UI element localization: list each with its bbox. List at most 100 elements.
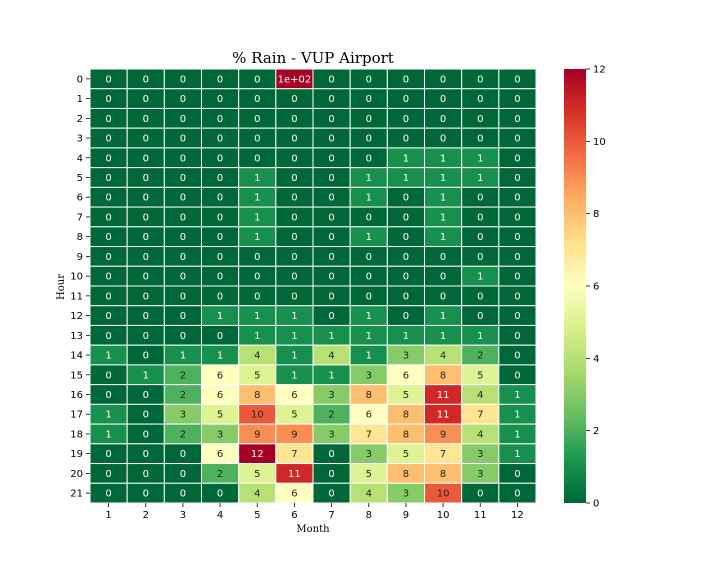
cell-value-label: 4 [366, 489, 372, 500]
cell-value-label: 0 [217, 331, 223, 342]
cell-value-label: 0 [105, 489, 111, 500]
y-tick-label: 6 [77, 193, 83, 204]
cell-value-label: 0 [328, 469, 334, 480]
cell-value-label: 0 [180, 74, 186, 85]
cell-value-label: 11 [288, 469, 301, 480]
cell-value-label: 0 [477, 94, 483, 105]
cell-value-label: 1 [291, 351, 297, 362]
cell-value-label: 0 [514, 469, 520, 480]
cell-value-label: 0 [105, 449, 111, 460]
colorbar-tick-label: 2 [593, 426, 599, 437]
y-tick-label: 13 [70, 331, 83, 342]
cell-value-label: 0 [403, 272, 409, 283]
cell-value-label: 0 [291, 173, 297, 184]
y-tick-label: 8 [77, 232, 83, 243]
cell-value-label: 0 [477, 212, 483, 223]
y-tick-label: 0 [77, 74, 83, 85]
cell-value-label: 0 [180, 173, 186, 184]
cell-value-label: 0 [105, 74, 111, 85]
cell-value-label: 5 [254, 370, 260, 381]
cell-value-label: 0 [217, 173, 223, 184]
x-tick-label: 7 [328, 510, 334, 521]
cell-value-label: 0 [514, 489, 520, 500]
cell-value-label: 0 [180, 449, 186, 460]
cell-value-label: 0 [366, 252, 372, 263]
cell-value-label: 0 [514, 351, 520, 362]
y-axis-label: Hour [56, 274, 67, 300]
cell-value-label: 0 [514, 311, 520, 322]
cell-value-label: 6 [291, 390, 297, 401]
cell-value-label: 4 [254, 351, 260, 362]
cell-value-label: 0 [217, 232, 223, 243]
y-tick-label: 12 [70, 311, 83, 322]
cell-value-label: 4 [328, 351, 334, 362]
x-tick-label: 11 [474, 510, 487, 521]
cell-value-label: 0 [143, 449, 149, 460]
cell-value-label: 0 [143, 173, 149, 184]
cell-value-label: 9 [254, 429, 260, 440]
cell-value-label: 5 [217, 410, 223, 421]
cell-value-label: 0 [180, 212, 186, 223]
cell-value-label: 0 [403, 232, 409, 243]
cell-value-label: 0 [366, 74, 372, 85]
y-tick-label: 7 [77, 212, 83, 223]
cell-value-label: 0 [217, 272, 223, 283]
y-tick-label: 4 [77, 153, 83, 164]
y-tick-label: 16 [70, 390, 83, 401]
cell-value-label: 10 [251, 410, 264, 421]
cell-value-label: 0 [514, 291, 520, 302]
cell-value-label: 7 [366, 429, 372, 440]
cell-value-label: 0 [403, 74, 409, 85]
cell-value-label: 4 [477, 390, 483, 401]
cell-value-label: 3 [366, 370, 372, 381]
cell-value-label: 0 [403, 193, 409, 204]
cell-value-label: 0 [254, 74, 260, 85]
cell-value-label: 0 [403, 134, 409, 145]
cell-value-label: 0 [328, 114, 334, 125]
cell-value-label: 0 [403, 311, 409, 322]
cell-value-label: 0 [514, 370, 520, 381]
cell-value-label: 1 [366, 193, 372, 204]
cell-value-label: 7 [440, 449, 446, 460]
cell-value-label: 0 [366, 272, 372, 283]
cell-value-label: 0 [217, 212, 223, 223]
cell-value-label: 0 [217, 74, 223, 85]
cell-value-label: 0 [180, 291, 186, 302]
cell-value-label: 0 [180, 94, 186, 105]
cell-value-label: 0 [217, 193, 223, 204]
cell-value-label: 1 [366, 173, 372, 184]
cell-value-label: 0 [180, 134, 186, 145]
cell-value-label: 0 [254, 252, 260, 263]
cell-value-label: 1 [366, 232, 372, 243]
cell-value-label: 0 [514, 272, 520, 283]
cell-value-label: 3 [328, 390, 334, 401]
cell-value-label: 0 [143, 351, 149, 362]
y-tick-label: 15 [70, 370, 83, 381]
cell-value-label: 2 [180, 390, 186, 401]
cell-value-label: 0 [217, 153, 223, 164]
cell-value-label: 1 [440, 232, 446, 243]
y-tick-label: 2 [77, 114, 83, 125]
cell-value-label: 0 [291, 193, 297, 204]
cell-value-label: 3 [180, 410, 186, 421]
cell-value-label: 0 [105, 370, 111, 381]
cell-value-label: 0 [514, 134, 520, 145]
colorbar-tick-label: 6 [593, 282, 599, 293]
y-tick-label: 21 [70, 489, 83, 500]
cell-value-label: 0 [291, 291, 297, 302]
cell-value-label: 11 [437, 390, 450, 401]
cell-value-label: 0 [477, 252, 483, 263]
x-tick-label: 2 [143, 510, 149, 521]
cell-value-label: 0 [105, 134, 111, 145]
x-tick-label: 5 [254, 510, 260, 521]
cell-value-label: 5 [477, 370, 483, 381]
cell-value-label: 0 [291, 134, 297, 145]
cell-value-label: 0 [143, 74, 149, 85]
cell-value-label: 1 [254, 173, 260, 184]
cell-value-label: 0 [514, 331, 520, 342]
cell-value-label: 0 [440, 94, 446, 105]
cell-value-label: 0 [143, 193, 149, 204]
heatmap-cells: 0 0 0 0 0 1e+02 0 0 0 0 0 0 0 0 0 0 0 0 0 0 0 0 0 0 0 0 0 0 0 0 0 0 0 0 0 0… [89, 68, 537, 504]
